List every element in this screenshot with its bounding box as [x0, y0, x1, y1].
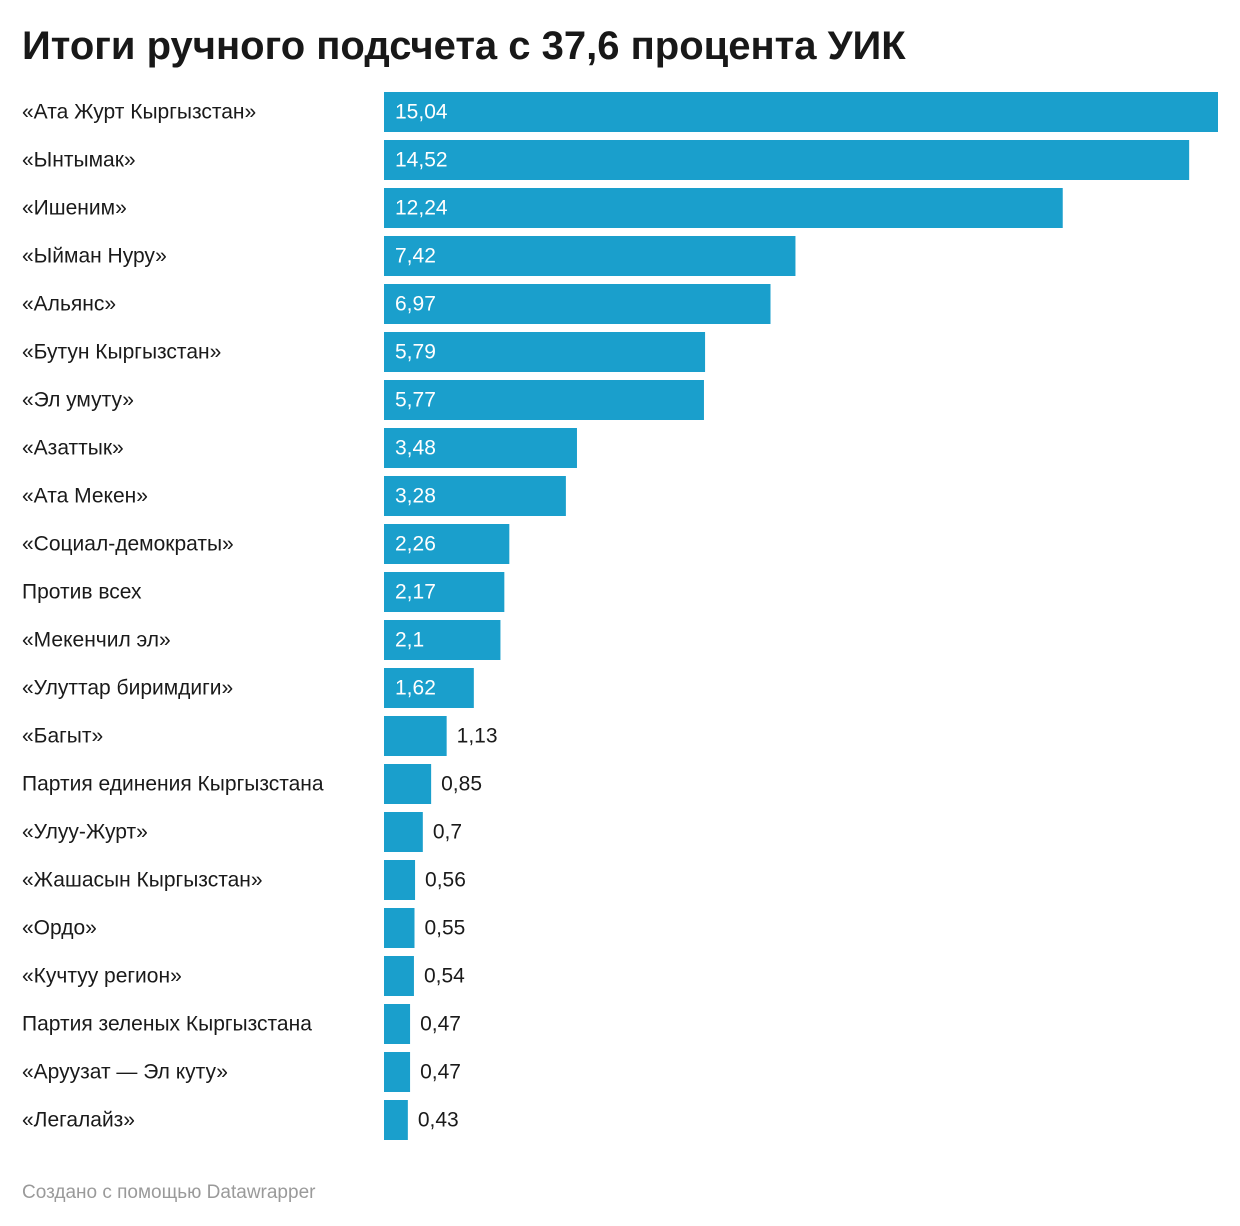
category-label: «Ата Журт Кыргызстан» — [22, 101, 256, 124]
value-label: 0,7 — [433, 821, 462, 844]
bar — [384, 236, 796, 276]
category-label: «Эл умуту» — [22, 389, 134, 412]
category-label: «Аруузат — Эл куту» — [22, 1061, 228, 1084]
bar — [384, 908, 415, 948]
value-label: 0,56 — [425, 869, 466, 892]
category-label: «Бутун Кыргызстан» — [22, 341, 221, 364]
category-label: «Ордо» — [22, 917, 97, 940]
category-label: «Ата Мекен» — [22, 485, 148, 508]
value-label: 1,62 — [395, 677, 436, 700]
value-label: 0,43 — [418, 1109, 459, 1132]
bar — [384, 716, 447, 756]
bar — [384, 188, 1063, 228]
value-label: 7,42 — [395, 245, 436, 268]
value-label: 14,52 — [395, 149, 448, 172]
bar — [384, 1052, 411, 1092]
bar — [384, 524, 510, 564]
value-label: 0,55 — [424, 917, 465, 940]
category-label: «Улуу-Журт» — [22, 821, 148, 844]
bar — [384, 92, 1218, 132]
category-label: «Альянс» — [22, 293, 116, 316]
category-label: «Кучтуу регион» — [22, 965, 182, 988]
bar — [384, 764, 432, 804]
value-label: 15,04 — [395, 101, 448, 124]
value-label: 1,13 — [457, 725, 498, 748]
value-label: 2,1 — [395, 629, 424, 652]
category-label: Против всех — [22, 581, 142, 604]
bar — [384, 1004, 411, 1044]
value-label: 2,26 — [395, 533, 436, 556]
value-label: 3,48 — [395, 437, 436, 460]
bar — [384, 428, 577, 468]
bar — [384, 476, 566, 516]
category-label: «Социал-демократы» — [22, 533, 234, 556]
bar — [384, 620, 501, 660]
category-label: «Багыт» — [22, 725, 103, 748]
value-label: 5,77 — [395, 389, 436, 412]
bar — [384, 812, 423, 852]
value-label: 12,24 — [395, 197, 448, 220]
bar — [384, 860, 416, 900]
bar — [384, 380, 704, 420]
category-label: «Ыйман Нуру» — [22, 245, 167, 268]
value-label: 0,47 — [420, 1013, 461, 1036]
bar — [384, 332, 706, 372]
category-label: «Жашасын Кыргызстан» — [22, 869, 263, 892]
value-label: 0,54 — [424, 965, 465, 988]
category-label: Партия зеленых Кыргызстана — [22, 1013, 312, 1036]
category-label: «Улуттар биримдиги» — [22, 677, 233, 700]
bar — [384, 1100, 408, 1140]
bar — [384, 284, 771, 324]
bar — [384, 572, 505, 612]
bar — [384, 668, 474, 708]
value-label: 6,97 — [395, 293, 436, 316]
value-label: 3,28 — [395, 485, 436, 508]
category-label: «Легалайз» — [22, 1109, 135, 1132]
category-label: «Ынтымак» — [22, 149, 136, 172]
category-label: «Мекенчил эл» — [22, 629, 171, 652]
value-label: 0,85 — [441, 773, 482, 796]
category-label: «Ишеним» — [22, 197, 127, 220]
bar — [384, 140, 1190, 180]
footer-credit: Создано с помощью Datawrapper — [22, 1182, 316, 1203]
value-label: 0,47 — [420, 1061, 461, 1084]
bar — [384, 956, 414, 996]
category-label: Партия единения Кыргызстана — [22, 773, 324, 796]
value-label: 5,79 — [395, 341, 436, 364]
value-label: 2,17 — [395, 581, 436, 604]
chart-title: Итоги ручного подсчета с 37,6 процента У… — [22, 24, 906, 68]
category-label: «Азаттык» — [22, 437, 124, 460]
